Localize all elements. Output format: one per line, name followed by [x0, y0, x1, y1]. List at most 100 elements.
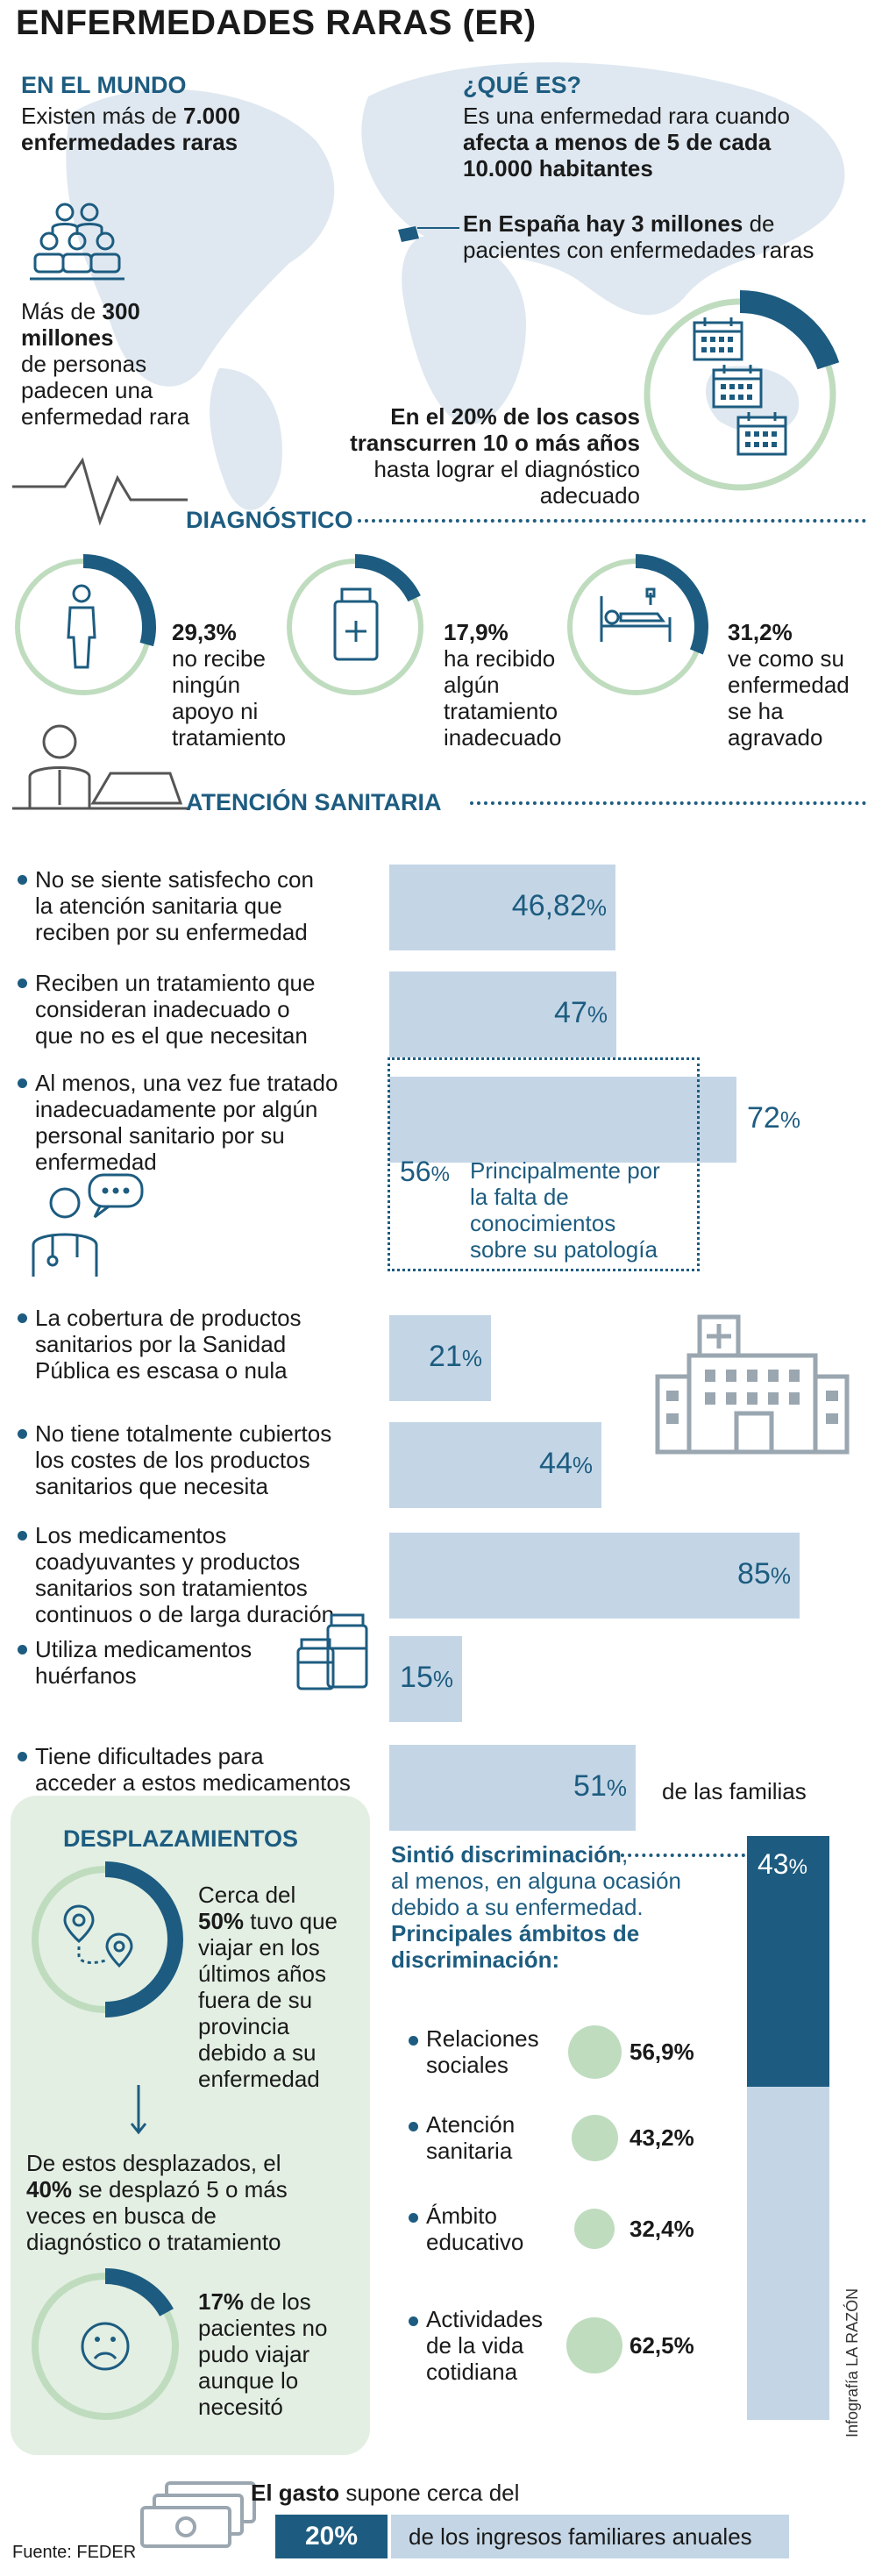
world-heading: EN EL MUNDO — [21, 72, 187, 98]
care-row-label-line: sanitarios por la Sanidad — [35, 1331, 287, 1357]
diagnosis-donut-inadequate-treatment — [287, 554, 423, 695]
donut-arc — [354, 554, 421, 602]
bullet — [18, 1752, 27, 1761]
care-row-label: Tiene dificultades para acceder a estos m… — [35, 1743, 351, 1796]
discrimination-item-circle — [571, 2114, 618, 2161]
discrimination-item-label: Ámbito educativo — [426, 2202, 523, 2255]
care-bar — [389, 1315, 491, 1401]
care-row-label-line: personal sanitario por su — [35, 1122, 285, 1149]
care-bar — [389, 1636, 462, 1722]
diagnosis-divider — [358, 519, 866, 523]
bullet — [18, 1078, 27, 1088]
care-row-label: Los medicamentos coadyuvantes y productos… — [35, 1522, 334, 1627]
calendar-icon — [736, 412, 787, 456]
care-bar — [389, 1422, 601, 1508]
travel-heading: DESPLAZAMIENTOS — [63, 1825, 299, 1852]
hospital-building-icon — [655, 1314, 850, 1455]
delay-donut-chart — [644, 290, 840, 491]
care-bar — [389, 1077, 736, 1163]
source-text: Fuente: FEDER — [12, 2543, 137, 2562]
travel-50-text: Cerca del 50% tuvo que viajar en los últ… — [198, 1882, 338, 2092]
care-row-label: Utiliza medicamentos huérfanos — [35, 1636, 252, 1689]
diagnosis-donut-no-support — [15, 554, 156, 695]
bullet — [18, 1429, 27, 1439]
discrimination-item-label-line: educativo — [426, 2229, 524, 2255]
travel-donut-17 — [32, 2268, 179, 2420]
care-bar-suffix: de las familias — [662, 1778, 807, 1804]
travel-40-text: De estos desplazados, el 40% se desplazó… — [26, 2150, 288, 2255]
care-row-label-line: que no es el que necesitan — [35, 1022, 308, 1049]
donut-arc — [82, 554, 156, 647]
bullet — [409, 2316, 418, 2326]
bullet — [409, 2036, 418, 2046]
mistreatment-reason-value: 56% — [400, 1156, 450, 1187]
care-row-label-line: Tiene dificultades para — [35, 1743, 264, 1769]
hospital-bed-icon — [600, 587, 672, 642]
discrimination-item-label: Relaciones sociales — [426, 2025, 539, 2078]
sad-face-icon — [81, 2322, 130, 2371]
care-row-label-line: La cobertura de productos — [35, 1305, 302, 1331]
care-bar-value: 44% — [539, 1447, 593, 1480]
discrimination-item-label-line: de la vida — [426, 2332, 524, 2359]
delay-text: En el 20% de los casos transcurren 10 o … — [350, 403, 640, 509]
travel-17-text: 17% de los pacientes no pudo viajar aunq… — [198, 2288, 328, 2420]
diagnosis-text-no-support: 29,3% no recibe ningún apoyo ni tratamie… — [172, 619, 287, 751]
arrow-down-icon — [130, 2085, 147, 2135]
mistreatment-detail-box — [388, 1057, 700, 1271]
money-bills-icon — [140, 2481, 256, 2548]
care-bar-value: 72% — [747, 1101, 800, 1135]
discrimination-item-label-line: Actividades — [426, 2306, 543, 2332]
care-row-label-line: huérfanos — [35, 1662, 137, 1689]
bullet — [18, 875, 27, 885]
expense-value-box — [275, 2515, 388, 2558]
discrimination-bar-fill — [747, 1836, 829, 2087]
care-row-label-line: Pública es escasa o nula — [35, 1357, 288, 1384]
discrimination-item-circle — [566, 2317, 622, 2373]
donut-arc — [739, 290, 840, 370]
discrimination-item-value: 62,5% — [629, 2332, 694, 2359]
discrimination-item-label: Actividades de la vida cotidiana — [426, 2306, 543, 2385]
donut-arc — [635, 554, 708, 655]
travel-donut-50 — [32, 1861, 183, 2017]
care-bar-value: 21% — [429, 1340, 482, 1373]
world-map — [66, 62, 845, 510]
diagnosis-text-inadequate-treatment: 17,9% ha recibido algún tratamiento inad… — [444, 619, 562, 751]
care-bar-value: 46,82% — [511, 889, 607, 922]
person-icon — [67, 584, 96, 669]
pulse-line-icon — [12, 457, 188, 526]
discrimination-item-label-line: Relaciones — [426, 2025, 539, 2052]
bullet — [409, 2122, 418, 2131]
care-row-label-line: continuos o de larga duración — [35, 1601, 335, 1627]
discrimination-item-label-line: sanitaria — [426, 2138, 513, 2164]
expense-text: El gasto supone cerca del — [251, 2480, 520, 2506]
diagnosis-heading: DIAGNÓSTICO — [186, 507, 353, 533]
bullet — [18, 978, 27, 988]
discrimination-item-circle — [567, 2025, 622, 2079]
bullet — [18, 1645, 27, 1654]
diagnosis-text-worsened: 31,2% ve como su enfermedad se ha agrava… — [728, 619, 850, 751]
care-row-label: No se siente satisfecho con la atención s… — [35, 866, 314, 945]
calendar-icon — [712, 365, 763, 409]
people-group-icon — [30, 203, 124, 281]
care-row-label-line: enfermedad — [35, 1149, 157, 1175]
care-row-label-line: Al menos, una vez fue tratado — [35, 1070, 338, 1096]
medicine-bottle-icon — [333, 587, 379, 661]
discrimination-item-circle — [574, 2209, 615, 2249]
doctor-computer-icon — [12, 724, 188, 810]
care-row-label-line: Reciben un tratamiento que — [35, 970, 316, 996]
care-row-label-line: inadecuadamente por algún — [35, 1096, 318, 1122]
spain-map-marker — [398, 226, 459, 242]
care-row-label: La cobertura de productos sanitarios por … — [35, 1305, 302, 1384]
care-bar-value: 47% — [554, 996, 608, 1029]
donut-arc — [104, 1861, 183, 2017]
diagnosis-donut-worsened — [567, 554, 708, 695]
discrimination-item-value: 32,4% — [629, 2216, 694, 2242]
care-row-label: Al menos, una vez fue tratado inadecuadam… — [35, 1070, 338, 1175]
care-bar — [389, 971, 616, 1057]
care-row-label-line: No tiene totalmente cubiertos — [35, 1420, 332, 1447]
discrimination-item-value: 56,9% — [629, 2039, 694, 2065]
care-bar-value: 85% — [737, 1557, 791, 1590]
care-row-label-line: Utiliza medicamentos — [35, 1636, 253, 1662]
care-bar — [389, 865, 615, 950]
